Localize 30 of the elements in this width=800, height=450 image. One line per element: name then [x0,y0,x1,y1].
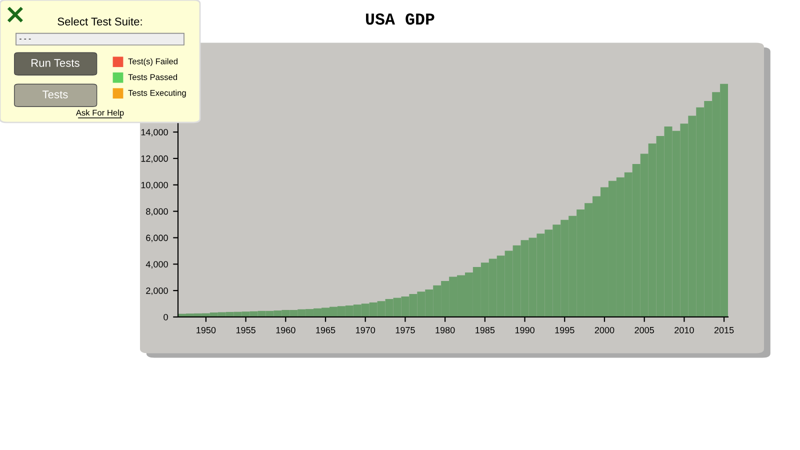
x-tick-label: 2005 [634,326,654,334]
text: Tests [42,90,68,98]
x-tick-label: 1965 [316,326,336,334]
x-tick-label: 2000 [594,326,614,334]
annotation: Tests Executing [128,90,186,98]
x-tick-label: 1975 [396,326,415,334]
y-tick-label: 12,000 [141,155,168,163]
text: Ask For Help [76,110,124,118]
text: Tests Passed [128,74,178,80]
x-tick-label: 1985 [476,326,495,334]
text: Test(s) Failed [128,58,178,66]
x-tick-label: 1955 [236,326,256,334]
chart-title: USA GDP [366,13,434,25]
x-tick-label: 1995 [555,326,574,334]
y-tick-label: 10,000 [141,182,168,190]
x-tick-label: 2015 [714,326,734,334]
x-tick-label: 2010 [674,326,694,334]
x-tick-label: 1950 [196,326,216,334]
x-tick-label: 1960 [276,326,296,334]
y-tick-label: 8,000 [146,208,168,216]
text: Select Test Suite: [58,17,142,26]
y-tick-label: 2,000 [146,288,168,295]
y-tick-label: 4,000 [146,261,168,269]
x-tick-label: 1990 [515,326,534,334]
text: Run Tests [32,59,80,67]
y-tick-label: 0 [164,314,168,320]
y-tick-label: 6,000 [146,234,168,242]
x-tick-label: 1970 [356,326,376,334]
y-tick-label: 14,000 [141,129,168,136]
x-tick-label: 1980 [436,326,455,334]
